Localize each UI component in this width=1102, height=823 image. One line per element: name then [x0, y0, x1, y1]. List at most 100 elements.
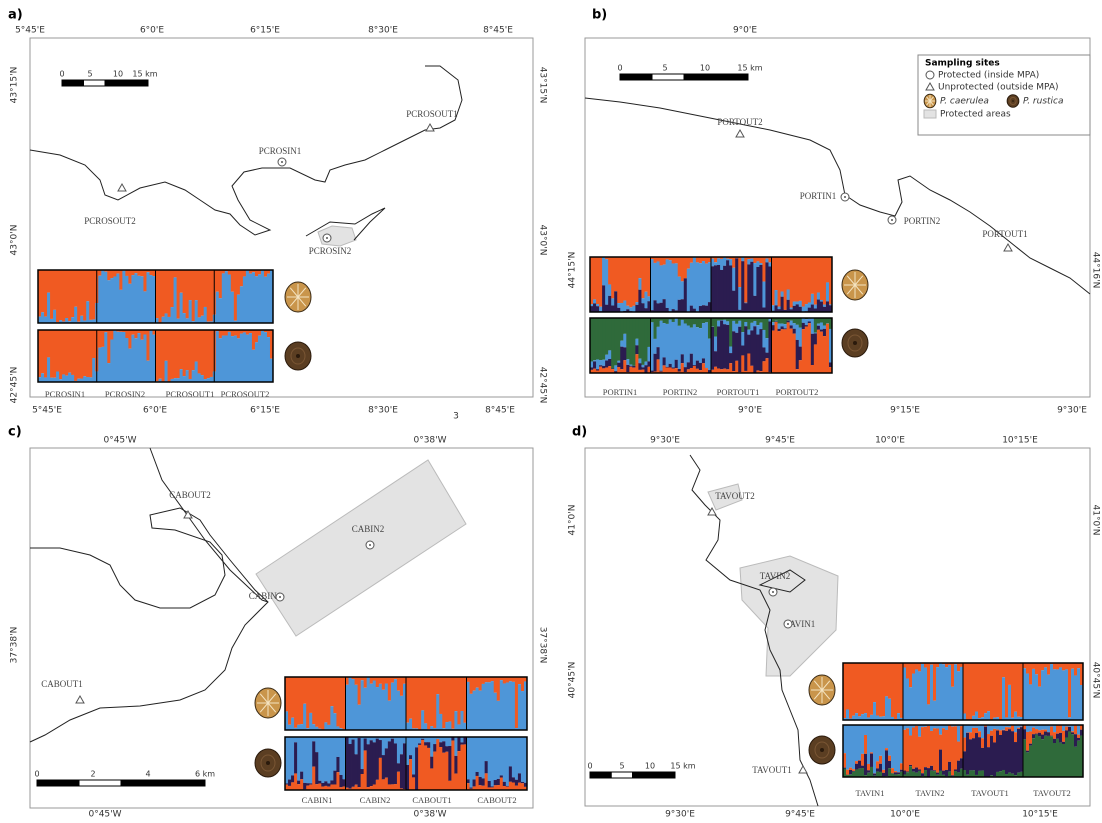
- admixture-column: [255, 330, 258, 342]
- admixture-column: [675, 360, 678, 368]
- admixture-column: [255, 276, 258, 323]
- admixture-column: [759, 263, 762, 265]
- admixture-column: [817, 318, 820, 324]
- tick-label: 37°38'N: [538, 627, 548, 664]
- admixture-column: [732, 291, 735, 312]
- admixture-column: [473, 737, 476, 779]
- admixture-column: [726, 259, 729, 261]
- admixture-column: [125, 276, 128, 323]
- admixture-column: [888, 699, 891, 720]
- admixture-column: [657, 347, 660, 359]
- scale-bar: [684, 74, 716, 80]
- tick-label: 8°45'E: [485, 406, 515, 416]
- tick-label: 42°45'N: [10, 367, 20, 404]
- admixture-column: [641, 367, 644, 369]
- site-label: CABOUT1: [41, 679, 83, 689]
- admixture-column: [518, 737, 521, 773]
- admixture-column: [799, 360, 802, 373]
- admixture-column: [684, 318, 687, 323]
- admixture-column: [888, 663, 891, 699]
- admixture-column: [506, 786, 509, 787]
- population-label: PORTOUT1: [717, 387, 760, 397]
- admixture-column: [415, 747, 418, 789]
- tick-label: 6°0'E: [140, 26, 164, 36]
- admixture-column: [388, 701, 391, 730]
- admixture-column: [750, 262, 753, 312]
- rustica-icon: [809, 736, 835, 764]
- admixture-column: [678, 326, 681, 369]
- admixture-column: [1023, 663, 1026, 668]
- admixture-column: [68, 373, 71, 382]
- admixture-column: [672, 367, 675, 368]
- admixture-column: [996, 663, 999, 717]
- admixture-column: [753, 321, 756, 326]
- population-label: CABOUT2: [477, 795, 516, 805]
- admixture-column: [1038, 687, 1041, 720]
- admixture-column: [521, 691, 524, 730]
- admixture-column: [509, 681, 512, 730]
- admixture-column: [424, 723, 427, 730]
- admixture-column: [799, 347, 802, 361]
- admixture-column: [644, 362, 647, 366]
- admixture-column: [373, 784, 376, 790]
- caerulea-icon: [285, 282, 311, 312]
- admixture-column: [479, 691, 482, 730]
- admixture-column: [732, 331, 735, 371]
- admixture-column: [984, 727, 987, 777]
- admixture-column: [140, 340, 143, 382]
- admixture-column: [385, 677, 388, 684]
- admixture-column: [1035, 734, 1038, 735]
- admixture-column: [820, 302, 823, 312]
- admixture-column: [858, 663, 861, 716]
- admixture-column: [675, 263, 678, 310]
- admixture-column: [376, 677, 379, 687]
- admixture-column: [759, 257, 762, 263]
- admixture-column: [467, 682, 470, 730]
- admixture-column: [879, 663, 882, 717]
- admixture-column: [657, 359, 660, 373]
- admixture-column: [306, 783, 309, 785]
- admixture-column: [168, 270, 171, 317]
- admixture-column: [909, 766, 912, 777]
- admixture-column: [1026, 725, 1029, 732]
- tick-label: 40°45'N: [568, 662, 578, 699]
- admixture-column: [231, 336, 234, 382]
- admixture-column: [596, 304, 599, 306]
- admixture-column: [451, 740, 454, 790]
- admixture-column: [939, 771, 942, 777]
- admixture-column: [249, 274, 252, 323]
- admixture-column: [802, 318, 805, 323]
- admixture-column: [128, 349, 131, 382]
- legend-item: Protected (inside MPA): [938, 71, 1039, 81]
- admixture-column: [784, 318, 787, 324]
- population-label: PCROSOUT1: [166, 389, 215, 399]
- admixture-column: [765, 358, 768, 373]
- scale-bar: [654, 772, 675, 778]
- admixture-column: [473, 677, 476, 691]
- admixture-column: [382, 677, 385, 690]
- admixture-column: [799, 257, 802, 301]
- admixture-column: [702, 261, 705, 305]
- admixture-column: [427, 742, 430, 748]
- admixture-column: [915, 663, 918, 669]
- admixture-column: [735, 361, 738, 373]
- admixture-column: [1008, 663, 1011, 685]
- admixture-column: [894, 771, 897, 772]
- admixture-column: [781, 257, 784, 292]
- admixture-column: [738, 257, 741, 287]
- admixture-column: [799, 301, 802, 307]
- admixture-column: [479, 777, 482, 785]
- admixture-column: [149, 331, 152, 382]
- admixture-column: [264, 270, 267, 277]
- admixture-column: [1056, 739, 1059, 777]
- admixture-column: [288, 737, 291, 780]
- admixture-column: [696, 318, 699, 327]
- admixture-column: [702, 305, 705, 312]
- admixture-column: [614, 365, 617, 371]
- admixture-column: [629, 367, 632, 373]
- admixture-column: [793, 334, 796, 373]
- admixture-column: [473, 779, 476, 786]
- admixture-column: [83, 330, 86, 376]
- admixture-column: [327, 737, 330, 783]
- admixture-column: [143, 270, 146, 291]
